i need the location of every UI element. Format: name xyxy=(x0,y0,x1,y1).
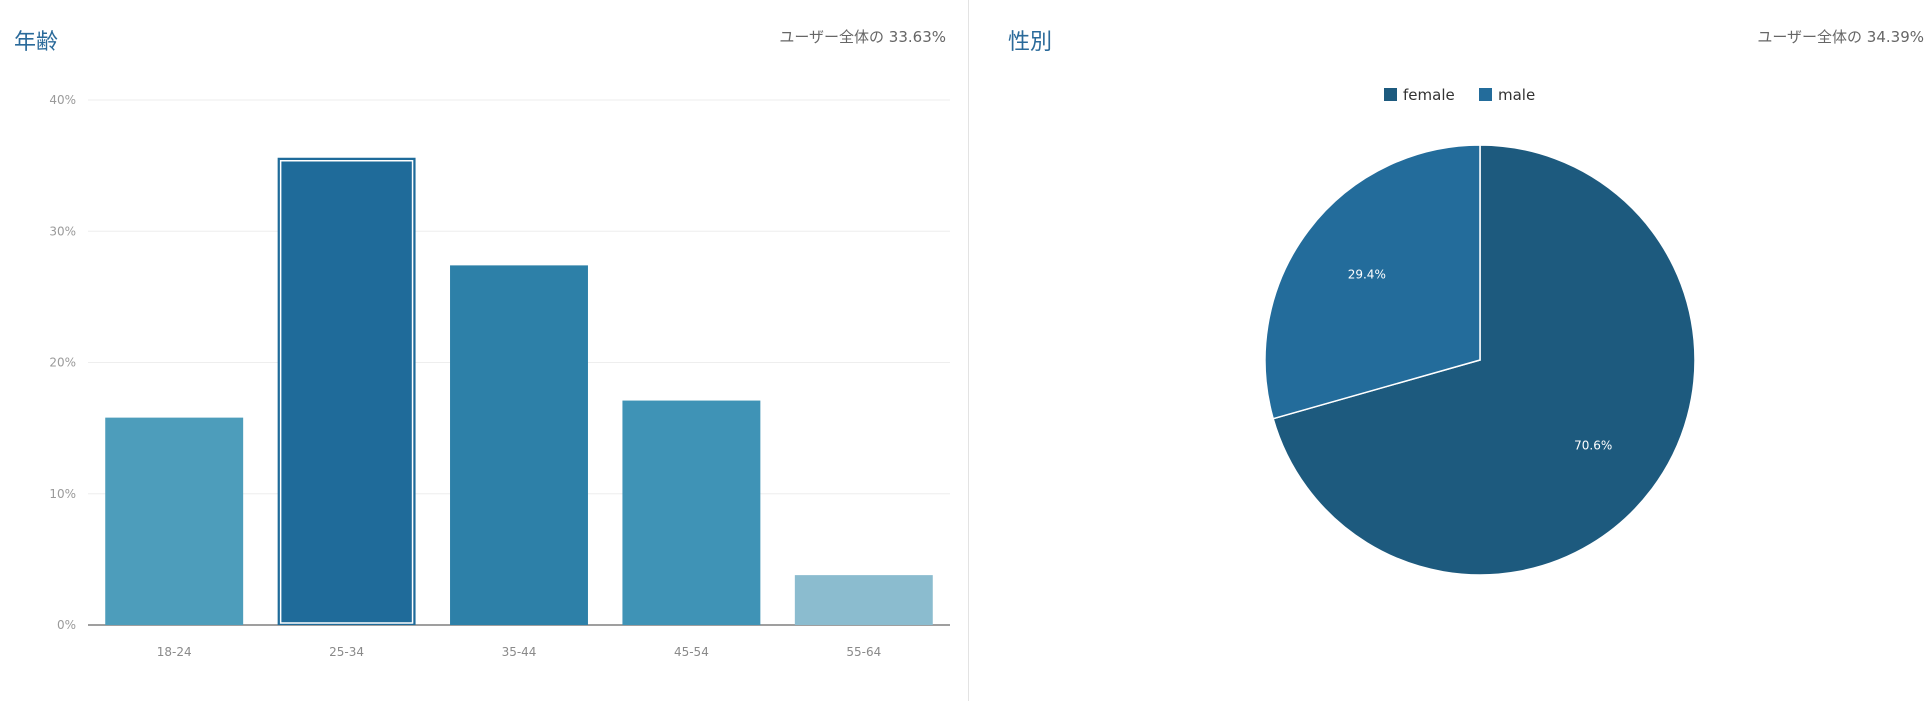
bar-18-24[interactable] xyxy=(105,417,244,625)
age-panel-title: 年齢 xyxy=(14,30,59,55)
pie-slice-label: 29.4% xyxy=(1348,267,1386,281)
age-panel-summary: ユーザー全体の 33.63% xyxy=(779,28,946,46)
legend-label-male[interactable]: male xyxy=(1498,86,1535,104)
legend-label-female[interactable]: female xyxy=(1403,86,1455,104)
y-tick-label: 40% xyxy=(49,93,76,107)
x-tick-label: 25-34 xyxy=(329,645,364,659)
x-tick-label: 18-24 xyxy=(157,645,192,659)
bar-45-54[interactable] xyxy=(622,400,761,625)
pie-slice-male[interactable] xyxy=(1264,144,1481,420)
y-tick-label: 10% xyxy=(49,487,76,501)
panel-divider xyxy=(968,0,969,701)
pie-slice-female[interactable] xyxy=(1272,144,1696,576)
gender-panel-title: 性別 xyxy=(1008,30,1053,55)
bar-highlight-outline xyxy=(279,160,414,624)
age-panel: 年齢 ユーザー全体の 33.63% 0% 10% 20% 30% 40% 18-24 25-… xyxy=(14,28,950,659)
age-bar-chart: 0% 10% 20% 30% 40% 18-24 25-34 35-44 45-54 55-64 xyxy=(49,93,950,659)
legend-swatch-female[interactable] xyxy=(1384,88,1397,101)
legend-swatch-male[interactable] xyxy=(1479,88,1492,101)
gender-pie-chart: female male 70.6% 29.4% xyxy=(1264,86,1696,576)
bar-55-64[interactable] xyxy=(794,575,933,625)
y-tick-label: 30% xyxy=(49,224,76,238)
x-tick-label: 55-64 xyxy=(846,645,881,659)
x-tick-label: 35-44 xyxy=(502,645,537,659)
x-tick-label: 45-54 xyxy=(674,645,709,659)
bar-35-44[interactable] xyxy=(450,265,588,625)
gender-panel-summary: ユーザー全体の 34.39% xyxy=(1757,28,1924,46)
y-tick-label: 20% xyxy=(49,356,76,370)
y-tick-label: 0% xyxy=(57,618,76,632)
gender-panel: 性別 ユーザー全体の 34.39% female male 70.6% 29.4% xyxy=(998,0,1932,701)
bar-25-34[interactable] xyxy=(277,157,416,625)
pie-slice-label: 70.6% xyxy=(1574,439,1612,453)
